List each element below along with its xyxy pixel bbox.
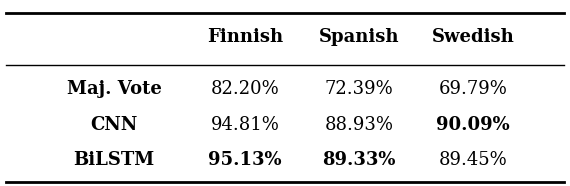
- Text: 89.45%: 89.45%: [439, 151, 507, 169]
- Text: 82.20%: 82.20%: [211, 80, 279, 98]
- Text: 69.79%: 69.79%: [439, 80, 507, 98]
- Text: 95.13%: 95.13%: [208, 151, 282, 169]
- Text: CNN: CNN: [90, 116, 138, 134]
- Text: 94.81%: 94.81%: [211, 116, 279, 134]
- Text: Spanish: Spanish: [319, 28, 400, 46]
- Text: Finnish: Finnish: [207, 28, 283, 46]
- Text: 88.93%: 88.93%: [324, 116, 394, 134]
- Text: Swedish: Swedish: [431, 28, 515, 46]
- Text: BiLSTM: BiLSTM: [74, 151, 154, 169]
- Text: Maj. Vote: Maj. Vote: [67, 80, 161, 98]
- Text: 72.39%: 72.39%: [325, 80, 393, 98]
- Text: 90.09%: 90.09%: [436, 116, 510, 134]
- Text: 89.33%: 89.33%: [323, 151, 396, 169]
